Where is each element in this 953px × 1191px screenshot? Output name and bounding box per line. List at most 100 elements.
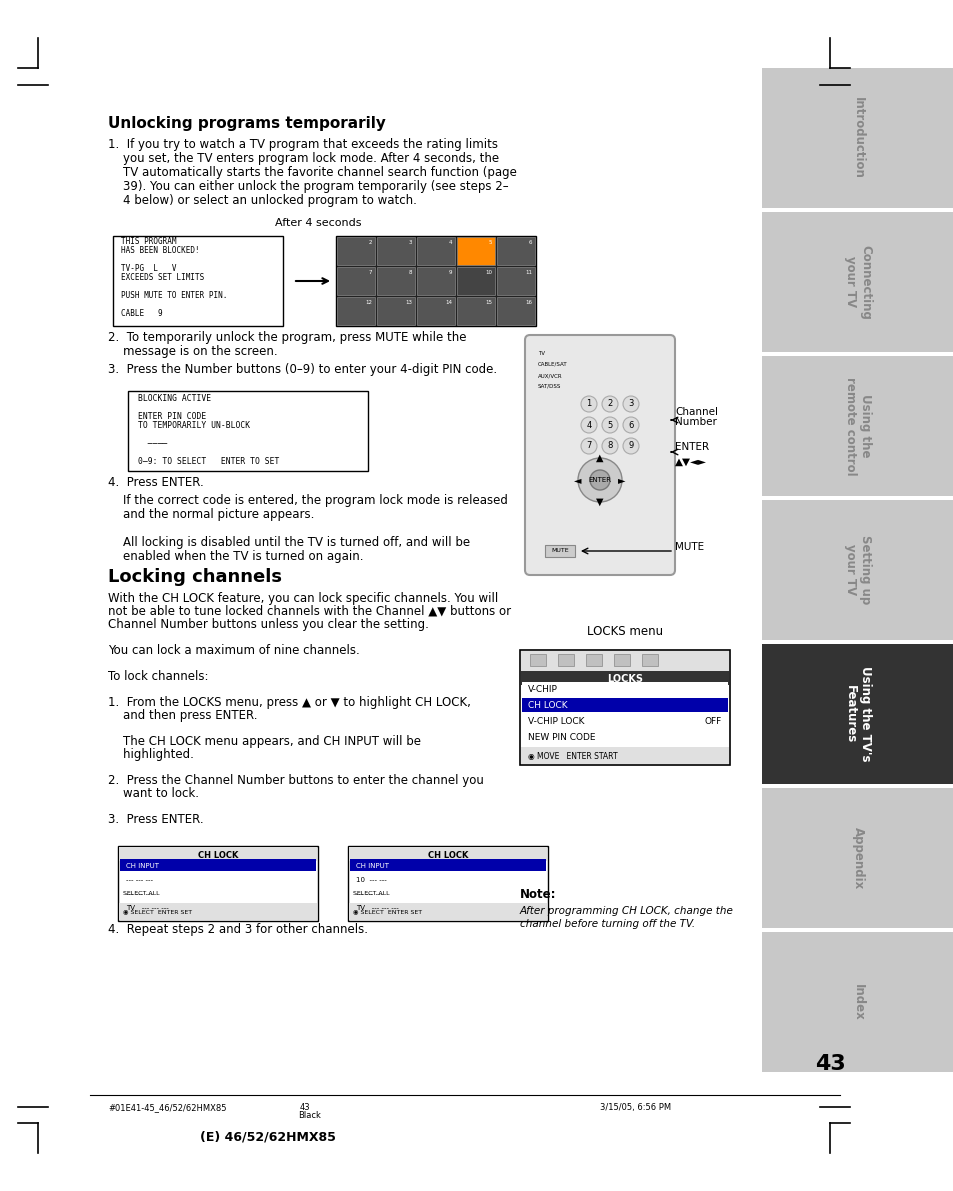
Text: --- --- ---: --- --- --- [126,877,152,883]
Text: 4.  Repeat steps 2 and 3 for other channels.: 4. Repeat steps 2 and 3 for other channe… [108,923,368,936]
Bar [521,730,727,744]
Text: and then press ENTER.: and then press ENTER. [108,709,257,722]
Text: ENTER: ENTER [675,442,708,453]
Bar [376,237,415,266]
Text: V-CHIP LOCK: V-CHIP LOCK [527,717,584,727]
Text: Connecting
your TV: Connecting your TV [843,244,871,319]
Circle shape [580,438,597,454]
Text: With the CH LOCK feature, you can lock specific channels. You will: With the CH LOCK feature, you can lock s… [108,592,497,605]
Text: CABLE/SAT: CABLE/SAT [537,362,567,367]
Text: ◄: ◄ [574,475,581,485]
Bar [614,654,629,666]
Text: Setting up
your TV: Setting up your TV [843,536,871,605]
Text: want to lock.: want to lock. [108,787,199,800]
Text: and the normal picture appears.: and the normal picture appears. [108,509,314,520]
Text: ▲: ▲ [596,453,603,463]
Circle shape [589,470,609,490]
Text: 4.  Press ENTER.: 4. Press ENTER. [108,476,204,490]
Circle shape [578,459,621,501]
FancyBboxPatch shape [524,335,675,575]
Bar [761,788,953,928]
Text: 5: 5 [488,241,492,245]
Text: If the correct code is entered, the program lock mode is released: If the correct code is entered, the prog… [108,494,507,507]
Text: BLOCKING ACTIVE: BLOCKING ACTIVE [138,394,211,403]
Text: not be able to tune locked channels with the Channel ▲▼ buttons or: not be able to tune locked channels with… [108,605,511,618]
Bar [456,237,495,266]
Text: CH INPUT: CH INPUT [355,863,389,869]
Bar [497,237,535,266]
Bar [761,500,953,640]
Text: ENTER: ENTER [588,478,611,484]
Circle shape [580,395,597,412]
Text: CH LOCK: CH LOCK [197,850,238,860]
Text: Index: Index [851,984,863,1021]
Text: 39). You can either unlock the program temporarily (see steps 2–: 39). You can either unlock the program t… [108,180,508,193]
Text: TO TEMPORARILY UN-BLOCK: TO TEMPORARILY UN-BLOCK [138,420,250,430]
Text: Channel Number buttons unless you clear the setting.: Channel Number buttons unless you clear … [108,618,429,631]
Bar [456,297,495,325]
Text: Note:: Note: [519,888,556,902]
Text: 9: 9 [628,442,633,450]
Text: PUSH MUTE TO ENTER PIN.: PUSH MUTE TO ENTER PIN. [121,291,227,300]
Text: 4: 4 [586,420,591,430]
Bar [119,847,316,861]
Bar [761,68,953,208]
Bar [520,747,728,763]
Bar [350,902,545,913]
Text: message is on the screen.: message is on the screen. [108,345,277,358]
Bar [521,713,727,728]
Text: Locking channels: Locking channels [108,568,282,586]
Text: 7: 7 [586,442,591,450]
Text: NEW PIN CODE: NEW PIN CODE [527,734,595,742]
Circle shape [601,438,618,454]
Text: EXCEEDS SET LIMITS: EXCEEDS SET LIMITS [121,273,204,282]
Text: 7: 7 [368,270,372,275]
Text: HAS BEEN BLOCKED!: HAS BEEN BLOCKED! [121,247,199,255]
Bar [544,545,575,557]
Bar [350,859,545,871]
Bar [521,698,727,712]
Text: 10  --- ---: 10 --- --- [355,877,386,883]
Text: ────: ──── [138,439,167,448]
Bar [336,297,375,325]
Bar [761,356,953,495]
Text: Unlocking programs temporarily: Unlocking programs temporarily [108,116,385,131]
Bar [376,297,415,325]
Bar [349,847,546,861]
Text: 0–9: TO SELECT   ENTER TO SET: 0–9: TO SELECT ENTER TO SET [138,457,279,466]
Bar [416,237,455,266]
Text: 2.  To temporarily unlock the program, press MUTE while the: 2. To temporarily unlock the program, pr… [108,331,466,344]
Text: CH LOCK: CH LOCK [527,701,567,711]
Text: OFF: OFF [704,717,721,727]
Text: Using the
remote control: Using the remote control [843,376,871,475]
Bar [641,654,658,666]
Bar [112,236,283,326]
Text: SELECT ALL: SELECT ALL [353,891,389,896]
Text: Using the TV's
Features: Using the TV's Features [843,666,871,762]
Text: TV-PG  L   V: TV-PG L V [121,264,176,273]
Text: (E) 46/52/62HMX85: (E) 46/52/62HMX85 [200,1130,335,1143]
Text: 5: 5 [607,420,612,430]
Text: ►: ► [618,475,625,485]
Text: 6: 6 [628,420,633,430]
Bar [761,212,953,353]
Text: --- --- ---: --- --- --- [355,891,382,897]
Circle shape [580,417,597,434]
Bar [120,873,315,885]
Text: 6: 6 [528,241,532,245]
Bar [456,267,495,295]
Bar [336,237,375,266]
Bar [416,267,455,295]
Text: ▼: ▼ [596,497,603,507]
Text: ◉ MOVE   ENTER START: ◉ MOVE ENTER START [527,752,617,761]
Text: ENTER PIN CODE: ENTER PIN CODE [138,412,206,420]
Text: 8: 8 [408,270,412,275]
Text: All locking is disabled until the TV is turned off, and will be: All locking is disabled until the TV is … [108,536,470,549]
Bar [376,267,415,295]
Bar [118,846,317,921]
Text: 10: 10 [484,270,492,275]
Text: 1: 1 [586,399,591,409]
Bar [497,267,535,295]
Text: 15: 15 [484,300,492,305]
Bar [585,654,601,666]
